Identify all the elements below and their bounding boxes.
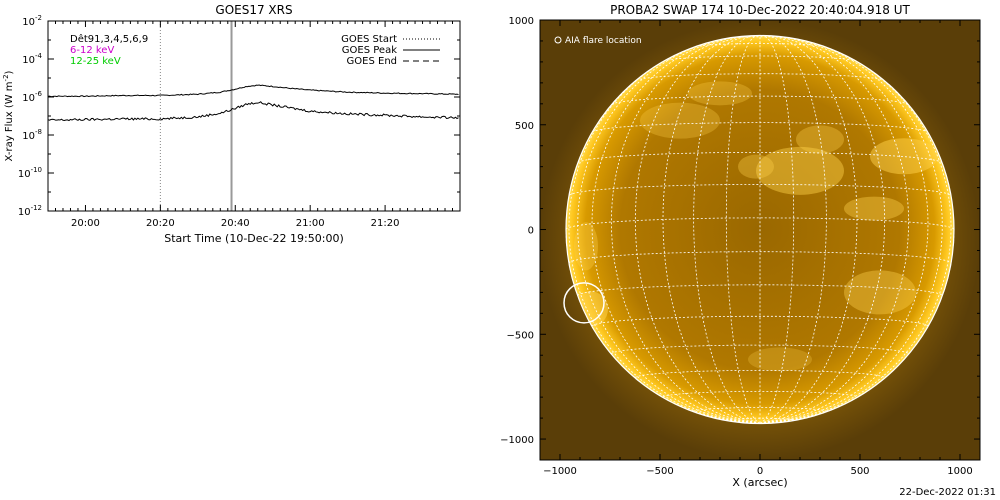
- grid-latitude-line: [695, 43, 825, 48]
- solar-active-regions: [572, 81, 952, 372]
- swap-image-panel: PROBA2 SWAP 174 10-Dec-2022 20:40:04.918…: [500, 3, 981, 489]
- grid-latitude-line: [577, 284, 943, 296]
- goes-x-tick-label: 20:00: [71, 218, 100, 229]
- grid-longitude-line: [759, 35, 910, 424]
- swap-x-tick-label: −1000: [543, 466, 577, 477]
- swap-x-axis-label: X (arcsec): [732, 476, 787, 489]
- grid-longitude-line: [759, 38, 943, 424]
- legend-entry-goes-peak: GOES Peak: [342, 45, 397, 56]
- active-region: [640, 102, 720, 139]
- footer-timestamp: 22-Dec-2022 01:31: [899, 487, 996, 498]
- legend-entry-goes-start: GOES Start: [341, 34, 397, 45]
- goes-legend-left: Dêt91,3,4,5,6,9 6-12 keV 12-25 keV: [70, 33, 148, 67]
- goes-legend-right: GOES Start GOES Peak GOES End: [341, 34, 440, 67]
- grid-latitude-line: [611, 95, 909, 105]
- grid-latitude-line: [568, 183, 952, 196]
- grid-longitude-line: [591, 36, 761, 424]
- goes-flux-series: [47, 84, 459, 98]
- active-region: [748, 347, 812, 372]
- grid-latitude-line: [591, 315, 929, 327]
- grid-longitude-line: [577, 38, 761, 424]
- grid-latitude-line: [568, 251, 952, 264]
- swap-y-tick-label: −500: [507, 330, 534, 341]
- grid-latitude-line: [577, 152, 943, 164]
- goes-title: GOES17 XRS: [215, 3, 292, 17]
- grid-longitude-line: [759, 35, 886, 424]
- grid-longitude-line: [634, 35, 761, 424]
- flare-legend-icon: [554, 36, 562, 44]
- swap-title: PROBA2 SWAP 174 10-Dec-2022 20:40:04.918…: [610, 3, 910, 17]
- swap-y-tick-label: 1000: [509, 16, 534, 27]
- grid-longitude-line: [610, 35, 761, 424]
- goes-flux-series: [47, 101, 459, 122]
- active-region: [870, 138, 938, 175]
- grid-longitude-line: [662, 35, 761, 424]
- goes-x-tick-label: 20:20: [146, 218, 175, 229]
- solar-limb: [565, 34, 955, 425]
- swap-x-tick-label: 500: [850, 466, 869, 477]
- goes-x-tick-label: 21:00: [296, 218, 325, 229]
- active-region: [738, 154, 774, 179]
- legend-entry-detectors: Dêt91,3,4,5,6,9: [70, 33, 148, 45]
- grid-latitude-line: [663, 55, 857, 62]
- heliographic-grid: [565, 34, 955, 425]
- grid-longitude-line: [725, 35, 761, 424]
- grid-longitude-line: [693, 35, 761, 424]
- goes-y-axis-label: X-ray Flux (W m-2): [2, 70, 15, 161]
- legend-entry-goes-end: GOES End: [347, 56, 397, 67]
- swap-y-tick-label: −1000: [500, 435, 534, 446]
- active-region: [844, 196, 904, 221]
- grid-longitude-line: [759, 36, 929, 424]
- active-region: [756, 146, 844, 195]
- goes-y-tick-label: 10-4: [22, 52, 42, 66]
- active-region: [844, 270, 916, 315]
- goes-data-lines: [47, 21, 459, 211]
- goes-y-tick-label: 10-8: [22, 128, 42, 142]
- swap-legend: AIA flare location: [554, 36, 642, 46]
- goes-x-axis-label: Start Time (10-Dec-22 19:50:00): [164, 232, 344, 245]
- grid-latitude-line: [662, 391, 858, 398]
- grid-latitude-line: [693, 407, 827, 412]
- flare-legend-label: AIA flare location: [565, 36, 642, 46]
- goes-y-tick-label: 10-2: [22, 14, 42, 28]
- grid-longitude-line: [759, 35, 827, 424]
- goes-xrs-panel: GOES17 XRS 10-2 10-4 10-6 10-8 10-10 10-12 20…: [2, 3, 461, 245]
- legend-entry-12-25-kev: 12-25 keV: [70, 56, 121, 67]
- goes-y-tick-label: 10-6: [22, 90, 42, 104]
- grid-longitude-line: [759, 35, 795, 424]
- grid-longitude-line: [759, 47, 952, 424]
- goes-x-tick-label: 21:20: [371, 218, 400, 229]
- swap-x-tick-label: 0: [757, 466, 763, 477]
- swap-x-tick-label: −500: [646, 466, 673, 477]
- grid-longitude-line: [759, 35, 858, 424]
- active-region: [688, 81, 752, 106]
- goes-x-axis: 20:00 20:20 20:40 21:00 21:20: [54, 21, 454, 229]
- swap-y-axis: −1000 −500 0 500 1000: [500, 16, 980, 446]
- goes-x-tick-label: 20:40: [221, 218, 250, 229]
- grid-longitude-line: [568, 47, 761, 424]
- goes-y-tick-label: 10-10: [18, 166, 42, 180]
- swap-y-tick-label: 500: [515, 121, 534, 132]
- goes-y-tick-label: 10-12: [18, 204, 42, 218]
- swap-y-tick-label: 0: [528, 226, 534, 237]
- swap-x-axis: −1000 −500 0 500 1000: [543, 20, 973, 477]
- flare-location-marker: [563, 282, 605, 324]
- legend-entry-6-12-kev: 6-12 keV: [70, 45, 114, 56]
- swap-x-tick-label: 1000: [947, 466, 972, 477]
- goes-y-axis: 10-2 10-4 10-6 10-8 10-10 10-12: [18, 14, 460, 218]
